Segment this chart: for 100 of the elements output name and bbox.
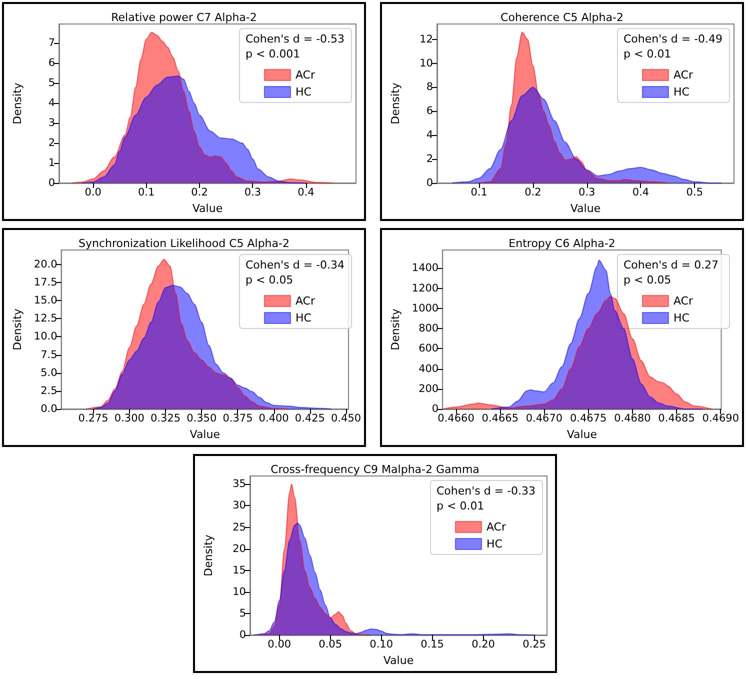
annotation: Cohen's d = -0.33 bbox=[436, 484, 536, 498]
y-tick-label: 600 bbox=[418, 342, 439, 355]
y-tick-label: 20 bbox=[232, 542, 246, 555]
y-axis-title: Density bbox=[11, 82, 24, 124]
y-tick-label: 0.0 bbox=[40, 403, 58, 415]
x-tick-label: 0.4665 bbox=[482, 412, 519, 424]
x-tick-label: 0.00 bbox=[268, 638, 292, 650]
y-tick-label: 200 bbox=[418, 382, 439, 395]
x-tick-label: 0.4675 bbox=[570, 412, 607, 424]
chart-title: Synchronization Likelihood C5 Alpha-2 bbox=[78, 237, 290, 250]
x-tick-label: 0.400 bbox=[258, 412, 289, 424]
annotation: Cohen's d = 0.27 bbox=[624, 258, 719, 272]
x-tick-label: 0.4660 bbox=[438, 412, 474, 424]
y-tick-label: 30 bbox=[232, 500, 246, 512]
x-tick-label: 0.15 bbox=[420, 638, 444, 650]
y-tick-label: 2.5 bbox=[40, 384, 58, 397]
x-axis-title: Value bbox=[192, 202, 223, 215]
x-tick-label: 0.4690 bbox=[702, 412, 740, 424]
y-axis-title: Density bbox=[389, 308, 402, 350]
y-axis-title: Density bbox=[11, 308, 24, 350]
y-tick-label: 12 bbox=[420, 33, 433, 46]
legend-label: HC bbox=[295, 312, 312, 324]
x-tick-label: 0.10 bbox=[370, 638, 394, 650]
x-axis-title: Value bbox=[383, 654, 414, 667]
x-tick-label: 0.25 bbox=[522, 638, 546, 650]
y-tick-label: 10.0 bbox=[34, 330, 58, 343]
x-tick-label: 0.0 bbox=[84, 186, 102, 198]
y-axis-title: Density bbox=[202, 534, 215, 576]
x-tick-label: 0.325 bbox=[150, 412, 181, 424]
y-tick-label: 15 bbox=[232, 564, 246, 576]
chart-title: Cross-frequency C9 Malpha-2 Gamma bbox=[270, 463, 480, 476]
y-tick-label: 800 bbox=[418, 322, 439, 335]
x-tick-label: 0.20 bbox=[472, 638, 495, 650]
x-tick-label: 0.4685 bbox=[658, 412, 695, 424]
x-tick-label: 0.2 bbox=[191, 186, 208, 198]
x-tick-label: 0.300 bbox=[114, 412, 144, 424]
y-tick-label: 2 bbox=[426, 153, 433, 166]
y-tick-label: 2 bbox=[48, 137, 55, 150]
x-tick-label: 0.3 bbox=[244, 186, 262, 198]
x-tick-label: 0.4 bbox=[632, 186, 650, 198]
y-tick-label: 1 bbox=[48, 157, 55, 170]
legend-label: HC bbox=[673, 312, 690, 324]
y-tick-label: 6 bbox=[48, 57, 56, 70]
x-tick-label: 0.425 bbox=[294, 412, 325, 424]
annotation: Cohen's d = -0.53 bbox=[246, 32, 345, 46]
x-tick-label: 0.275 bbox=[78, 412, 108, 424]
chart-title: Entropy C6 Alpha-2 bbox=[508, 237, 616, 250]
x-tick-label: 0.350 bbox=[186, 412, 217, 424]
x-tick-label: 0.05 bbox=[318, 638, 342, 650]
chart-title: Coherence C5 Alpha-2 bbox=[500, 11, 624, 24]
x-tick-label: 0.375 bbox=[222, 412, 253, 424]
x-axis-title: Value bbox=[190, 428, 220, 441]
y-tick-label: 4 bbox=[48, 97, 56, 110]
y-tick-label: 7 bbox=[48, 37, 55, 50]
legend-label: HC bbox=[486, 538, 503, 550]
y-tick-label: 6 bbox=[426, 105, 434, 118]
y-tick-label: 1200 bbox=[412, 282, 439, 294]
y-tick-label: 5 bbox=[48, 77, 55, 90]
x-tick-label: 0.2 bbox=[524, 186, 542, 198]
x-axis-title: Value bbox=[566, 428, 598, 441]
y-tick-label: 1000 bbox=[412, 302, 439, 314]
legend-label: ACr bbox=[295, 68, 316, 82]
annotation: p < 0.05 bbox=[246, 274, 294, 286]
annotation: Cohen's d = -0.34 bbox=[246, 258, 345, 272]
y-tick-label: 12.5 bbox=[34, 312, 58, 325]
annotation: p < 0.01 bbox=[624, 48, 672, 60]
y-tick-label: 8 bbox=[426, 81, 433, 94]
x-tick-label: 0.1 bbox=[470, 186, 488, 198]
x-tick-label: 0.4680 bbox=[614, 412, 651, 424]
y-tick-label: 25 bbox=[232, 521, 246, 534]
x-tick-label: 0.4670 bbox=[526, 412, 563, 424]
y-tick-label: 0 bbox=[239, 629, 246, 641]
annotation: Cohen's d = -0.49 bbox=[624, 32, 723, 46]
y-tick-label: 5 bbox=[239, 607, 246, 620]
x-tick-label: 0.4 bbox=[298, 186, 315, 198]
y-tick-label: 5.0 bbox=[40, 366, 58, 379]
annotation: p < 0.05 bbox=[624, 274, 672, 286]
y-tick-label: 0 bbox=[426, 177, 433, 189]
y-tick-label: 10 bbox=[420, 57, 433, 70]
y-tick-label: 0 bbox=[48, 177, 55, 189]
y-tick-label: 0 bbox=[432, 403, 439, 415]
x-tick-label: 0.1 bbox=[138, 186, 155, 198]
y-tick-label: 35 bbox=[232, 478, 246, 490]
x-tick-label: 0.450 bbox=[331, 412, 362, 424]
legend-label: ACr bbox=[673, 68, 694, 82]
legend-label: ACr bbox=[486, 520, 506, 534]
x-tick-label: 0.5 bbox=[686, 186, 704, 198]
y-tick-label: 15.0 bbox=[34, 294, 58, 307]
y-tick-label: 17.5 bbox=[34, 276, 58, 289]
legend-label: ACr bbox=[295, 294, 316, 308]
y-tick-label: 1400 bbox=[412, 262, 439, 274]
y-tick-label: 10 bbox=[232, 586, 246, 598]
x-axis-title: Value bbox=[570, 202, 601, 215]
y-tick-label: 4 bbox=[426, 129, 434, 142]
legend-label: HC bbox=[295, 86, 312, 98]
y-tick-label: 7.5 bbox=[40, 348, 58, 361]
chart-title: Relative power C7 Alpha-2 bbox=[111, 11, 257, 24]
annotation: p < 0.01 bbox=[436, 500, 484, 512]
x-tick-label: 0.3 bbox=[578, 186, 596, 198]
y-tick-label: 400 bbox=[418, 362, 439, 375]
